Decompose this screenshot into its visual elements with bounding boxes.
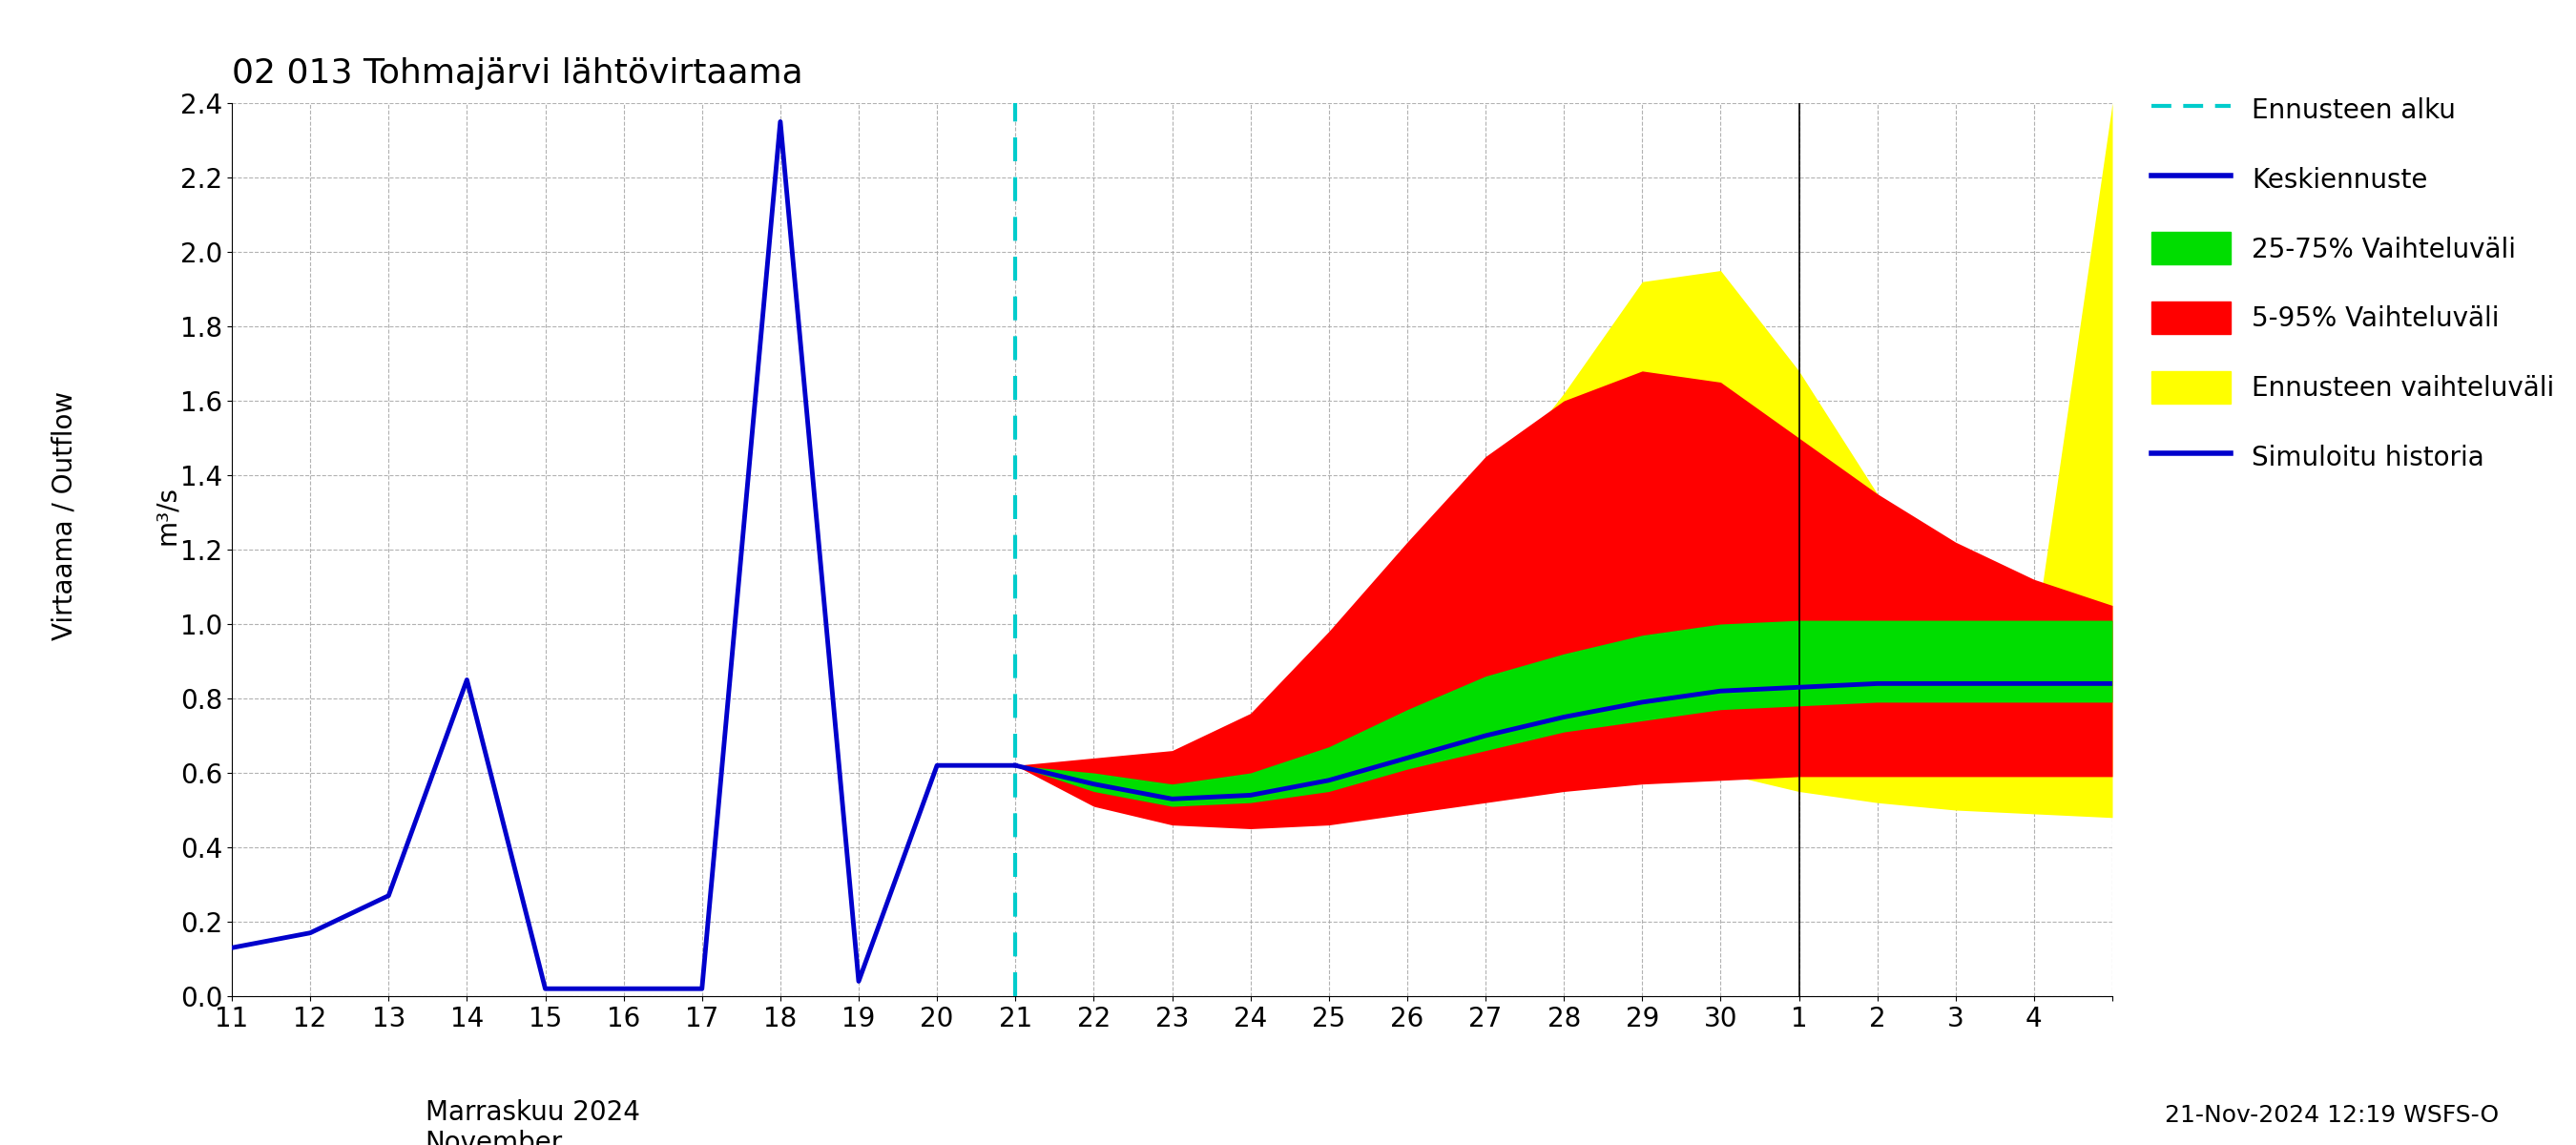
Text: 02 013 Tohmajärvi lähtövirtaama: 02 013 Tohmajärvi lähtövirtaama: [232, 57, 804, 89]
Text: Marraskuu 2024
November: Marraskuu 2024 November: [425, 1099, 639, 1145]
Text: m³/s: m³/s: [155, 485, 180, 545]
Legend: Ennusteen alku, Keskiennuste, 25-75% Vaihteluväli, 5-95% Vaihteluväli, Ennusteen: Ennusteen alku, Keskiennuste, 25-75% Vai…: [2151, 94, 2555, 473]
Text: 21-Nov-2024 12:19 WSFS-O: 21-Nov-2024 12:19 WSFS-O: [2164, 1104, 2499, 1127]
Text: Virtaama / Outflow: Virtaama / Outflow: [52, 390, 77, 640]
